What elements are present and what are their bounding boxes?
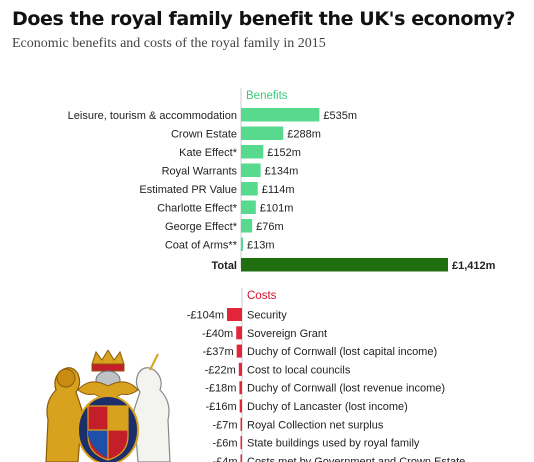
cost-bar — [236, 344, 242, 358]
costs-heading: Costs — [247, 290, 277, 302]
benefit-category-label: Kate Effect* — [179, 147, 238, 159]
benefit-bar — [241, 182, 258, 196]
benefit-category-label: Royal Warrants — [162, 165, 238, 177]
benefit-bar — [241, 200, 256, 214]
benefit-bar — [241, 145, 264, 159]
benefit-category-label: Leisure, tourism & accommodation — [68, 110, 237, 122]
royal-coat-of-arms-icon — [45, 350, 171, 462]
chart-subtitle: Economic benefits and costs of the royal… — [12, 36, 326, 51]
benefit-value-label: £535m — [323, 110, 357, 122]
benefit-category-label: Coat of Arms** — [165, 239, 238, 251]
cost-category-label: Duchy of Cornwall (lost capital income) — [247, 346, 437, 358]
benefit-bar — [241, 108, 320, 122]
benefit-value-label: £114m — [262, 184, 295, 196]
benefit-bar — [241, 219, 253, 233]
cost-category-label: State buildings used by royal family — [247, 438, 420, 450]
benefit-category-label: Crown Estate — [171, 128, 237, 140]
cost-value-label: -£16m — [206, 401, 237, 413]
benefit-bar — [241, 163, 261, 177]
benefit-value-label: £152m — [267, 147, 301, 159]
cost-value-label: -£18m — [205, 383, 236, 395]
benefit-bar-total — [241, 258, 448, 272]
cost-value-label: -£37m — [202, 346, 233, 358]
benefit-bar — [241, 126, 284, 140]
benefit-value-label: £288m — [287, 128, 321, 140]
cost-value-label: -£7m — [212, 419, 237, 431]
benefit-bar — [241, 237, 243, 251]
cost-value-label: -£22m — [205, 364, 236, 376]
cost-category-label: Cost to local councils — [247, 364, 351, 376]
benefits-heading: Benefits — [246, 90, 288, 102]
cost-value-label: -£6m — [212, 438, 237, 450]
cost-bar — [238, 362, 242, 376]
cost-category-label: Sovereign Grant — [247, 328, 327, 340]
cost-bar — [239, 381, 242, 395]
benefit-value-label: £13m — [247, 239, 275, 251]
cost-bar — [239, 399, 242, 413]
benefit-value-label: £134m — [265, 165, 299, 177]
cost-bar — [240, 436, 242, 450]
cost-bar — [240, 417, 242, 431]
cost-value-label: -£4m — [212, 456, 237, 462]
chart-title: Does the royal family benefit the UK's e… — [12, 8, 515, 30]
cost-value-label: -£104m — [187, 310, 224, 322]
cost-category-label: Security — [247, 310, 287, 322]
costs-chart: Costs -£104m Security -£40m Sovereign Grant -… — [187, 288, 465, 462]
cost-bar — [227, 308, 242, 321]
cost-category-label: Costs met by Government and Crown Estate — [247, 456, 465, 462]
benefit-value-label: £76m — [256, 221, 284, 233]
cost-bar — [240, 454, 242, 462]
benefit-value-label: £101m — [260, 202, 294, 214]
benefits-chart: Benefits Leisure, tourism & accommodation… — [68, 88, 496, 272]
benefit-category-label: Total — [212, 260, 237, 272]
cost-bar — [236, 326, 242, 340]
benefit-category-label: Charlotte Effect* — [157, 202, 238, 214]
cost-category-label: Duchy of Cornwall (lost revenue income) — [247, 383, 445, 395]
cost-value-label: -£40m — [202, 328, 233, 340]
benefit-category-label: Estimated PR Value — [139, 184, 237, 196]
cost-category-label: Duchy of Lancaster (lost income) — [247, 401, 408, 413]
benefit-value-label: £1,412m — [452, 260, 496, 272]
cost-category-label: Royal Collection net surplus — [247, 419, 384, 431]
benefit-category-label: George Effect* — [165, 221, 238, 233]
